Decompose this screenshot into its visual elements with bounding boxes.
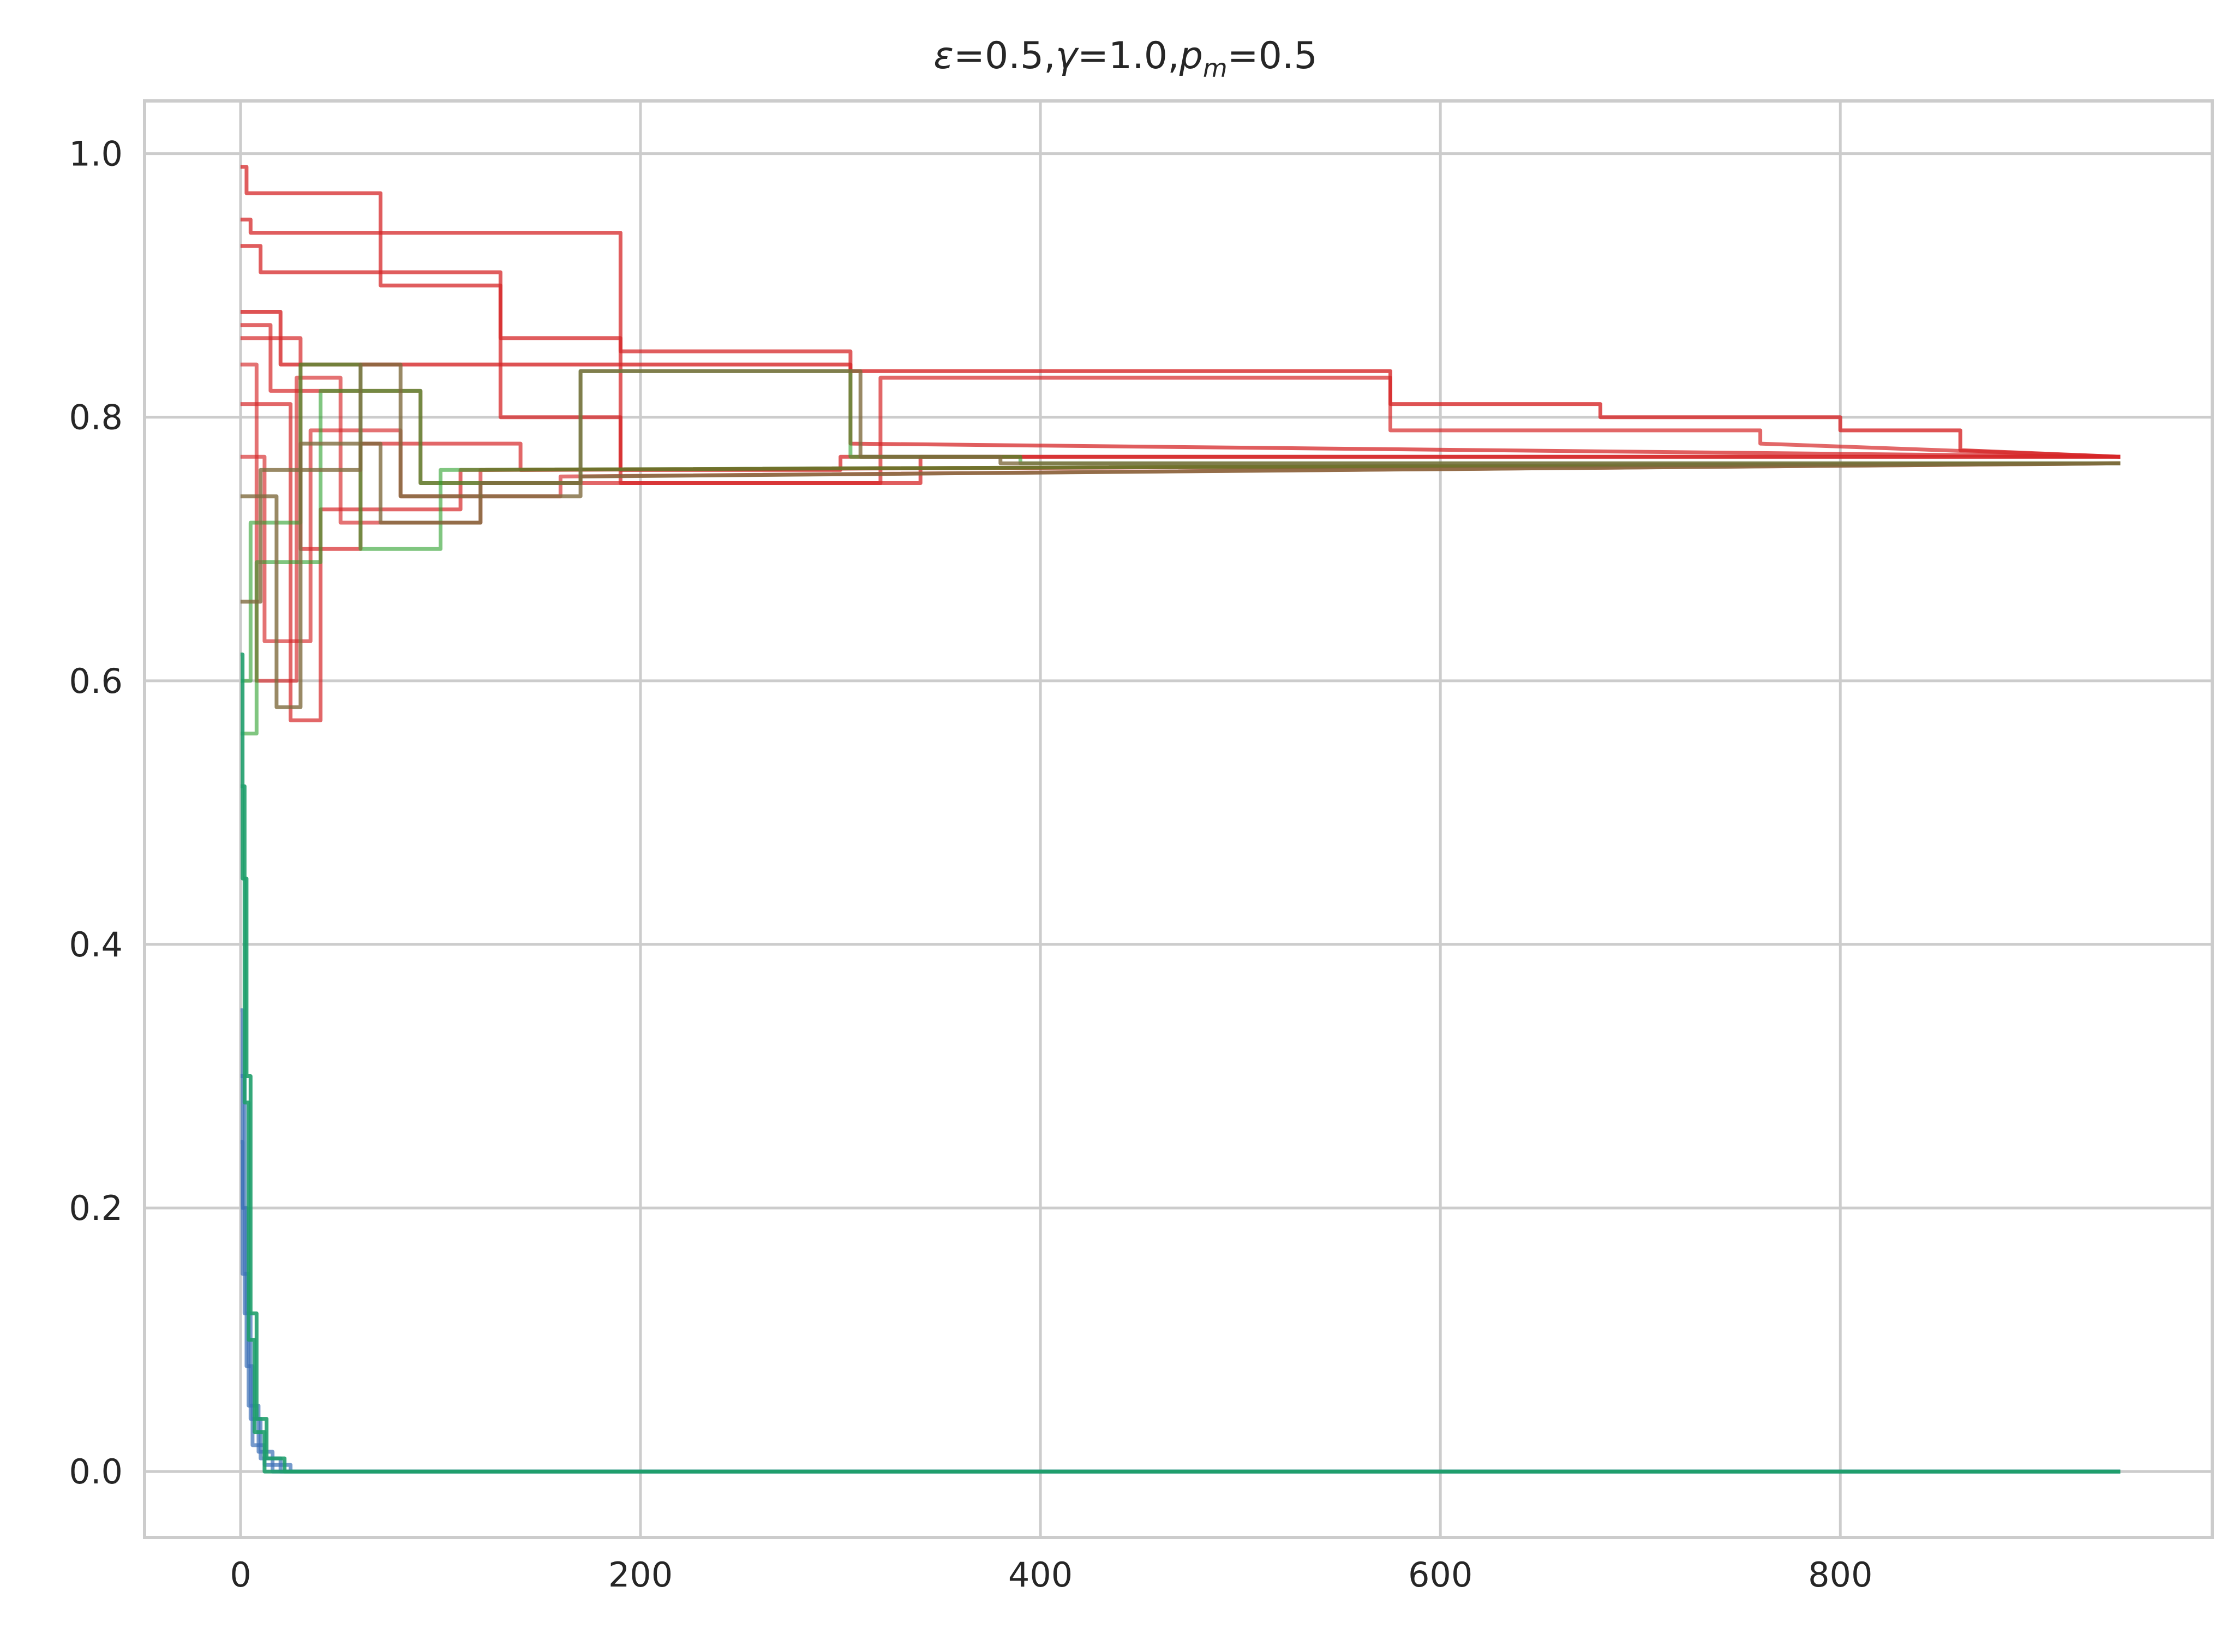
series-line-8 [240, 428, 2121, 643]
series-line-7 [240, 402, 2121, 722]
series-line-2 [240, 217, 2121, 485]
y-tick-label: 0.4 [69, 925, 123, 965]
y-axis-ticks: 0.0 0.2 0.4 0.6 0.8 1.0 [69, 134, 123, 1492]
plot-frame [143, 99, 2214, 1539]
series-line-18 [240, 784, 2121, 1474]
series-line-12 [240, 362, 2121, 604]
series-line-13 [240, 441, 2121, 709]
y-tick-label: 0.2 [69, 1188, 123, 1228]
y-tick-label: 0.0 [69, 1452, 123, 1492]
x-tick-label: 200 [608, 1555, 673, 1595]
series-line-1 [240, 165, 2121, 472]
chart-title: ε=0.5,γ=1.0,pm=0.5 [933, 34, 1318, 83]
series-lines [240, 165, 2121, 1474]
x-axis-ticks: 0 200 400 600 800 [230, 1555, 1872, 1595]
series-line-5 [240, 323, 2121, 485]
x-tick-label: 800 [1808, 1555, 1872, 1595]
y-tick-label: 1.0 [69, 134, 123, 174]
y-tick-label: 0.8 [69, 398, 123, 438]
x-tick-label: 400 [1008, 1555, 1073, 1595]
y-tick-label: 0.6 [69, 661, 123, 701]
x-tick-label: 0 [230, 1555, 251, 1595]
x-tick-label: 600 [1408, 1555, 1472, 1595]
